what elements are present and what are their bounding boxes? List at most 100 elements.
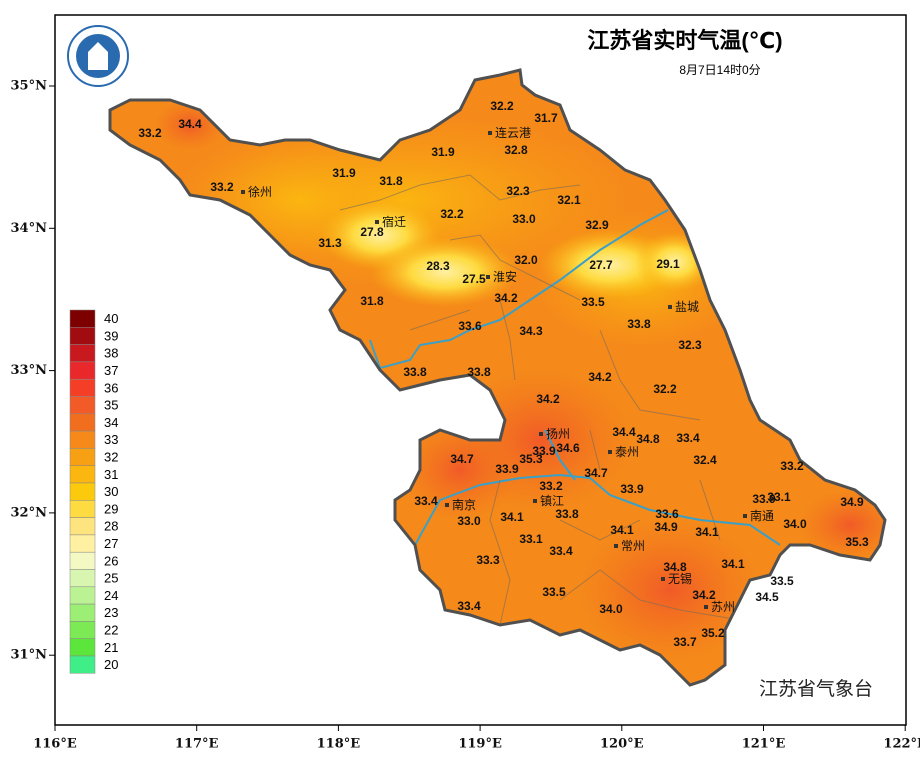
temperature-label: 32.0 — [514, 253, 538, 267]
temperature-label: 34.4 — [612, 425, 636, 439]
x-tick-label: 119°E — [458, 737, 502, 752]
legend-label: 23 — [104, 605, 118, 620]
temperature-label: 27.8 — [360, 225, 384, 239]
x-tick-label: 118°E — [317, 737, 361, 752]
temperature-label: 33.6 — [655, 507, 679, 521]
temperature-label: 31.7 — [534, 111, 558, 125]
temperature-label: 33.9 — [532, 444, 556, 458]
city-name: 淮安 — [493, 269, 517, 284]
temperature-label: 34.9 — [654, 520, 678, 534]
legend-label: 24 — [104, 588, 118, 603]
legend-swatch — [69, 396, 96, 415]
temperature-label: 31.9 — [332, 166, 356, 180]
city-name: 无锡 — [668, 571, 692, 586]
temperature-label: 33.5 — [770, 574, 794, 588]
x-tick-label: 122°E — [883, 737, 920, 752]
temperature-label: 32.9 — [585, 218, 609, 232]
legend-swatch — [69, 655, 96, 674]
legend-label: 36 — [104, 380, 118, 395]
legend-label: 37 — [104, 363, 118, 378]
temperature-label: 33.7 — [673, 635, 697, 649]
legend-swatch — [69, 413, 96, 432]
temperature-label: 31.8 — [379, 174, 403, 188]
city-marker — [668, 305, 672, 309]
legend-swatch — [69, 621, 96, 639]
city-marker — [486, 275, 490, 279]
temperature-label: 33.0 — [512, 212, 536, 226]
temperature-label: 31.3 — [318, 236, 342, 250]
city-marker — [375, 220, 379, 224]
temperature-label: 32.2 — [440, 207, 464, 221]
legend-swatch — [69, 482, 96, 501]
city-name: 徐州 — [248, 184, 272, 199]
temperature-label: 33.0 — [457, 514, 481, 528]
temperature-label: 33.4 — [676, 431, 700, 445]
city-name: 苏州 — [711, 600, 735, 614]
legend-label: 22 — [104, 622, 118, 637]
legend-label: 28 — [104, 519, 118, 534]
legend-swatch — [69, 603, 96, 622]
temperature-label: 32.3 — [506, 184, 530, 198]
credit: 江苏省气象台 — [759, 678, 873, 700]
legend-swatch — [69, 448, 96, 466]
temperature-label: 34.2 — [494, 291, 518, 305]
temperature-label: 33.8 — [555, 507, 579, 521]
logo — [67, 25, 129, 87]
y-tick-label: 34°N — [11, 221, 48, 236]
temperature-label: 34.7 — [450, 452, 474, 466]
temperature-label: 33.5 — [542, 585, 566, 599]
temperature-label: 34.1 — [695, 525, 719, 539]
legend-label: 29 — [104, 501, 118, 516]
temperature-label: 29.1 — [656, 257, 680, 271]
city-marker — [743, 514, 747, 518]
temperature-label: 31.9 — [431, 145, 455, 159]
city-name: 连云港 — [495, 125, 531, 140]
map-subtitle: 8月7日14时0分 — [679, 63, 760, 77]
legend-label: 21 — [104, 640, 118, 655]
temperature-label: 34.0 — [599, 602, 623, 616]
legend-label: 30 — [104, 484, 118, 499]
legend-label: 35 — [104, 398, 118, 413]
city-marker — [704, 605, 708, 609]
city-marker — [539, 432, 543, 436]
legend-swatch — [69, 361, 96, 380]
temperature-label: 34.1 — [610, 523, 634, 537]
temperature-label: 34.6 — [556, 441, 580, 455]
city-marker — [445, 503, 449, 507]
temperature-label: 34.9 — [840, 495, 864, 509]
temperature-label: 35.2 — [701, 626, 725, 640]
temperature-label: 27.5 — [462, 272, 486, 286]
legend-label: 38 — [104, 346, 118, 361]
temperature-label: 32.2 — [490, 99, 514, 113]
x-tick-label: 117°E — [175, 737, 219, 752]
legend-label: 27 — [104, 536, 118, 551]
temperature-label: 34.4 — [178, 117, 202, 131]
legend-label: 33 — [104, 432, 118, 447]
temperature-label: 32.3 — [678, 338, 702, 352]
city-marker — [608, 450, 612, 454]
temperature-label: 28.3 — [426, 259, 450, 273]
city-name: 镇江 — [540, 494, 564, 508]
temperature-label: 31.8 — [360, 294, 384, 308]
temperature-label: 33.2 — [780, 459, 804, 473]
legend-label: 26 — [104, 553, 118, 568]
temperature-label: 33.8 — [627, 317, 651, 331]
temperature-label: 33.6 — [458, 319, 482, 333]
temperature-label: 34.1 — [500, 510, 524, 524]
legend-swatch — [69, 344, 96, 363]
temperature-label: 33.2 — [138, 126, 162, 140]
legend-label: 39 — [104, 328, 118, 343]
temperature-label: 27.7 — [589, 258, 613, 272]
city-name: 泰州 — [615, 445, 639, 459]
temperature-label: 33.4 — [549, 544, 573, 558]
x-tick-label: 120°E — [600, 737, 644, 752]
temperature-label: 34.7 — [584, 466, 608, 480]
temperature-label: 33.5 — [581, 295, 605, 309]
temperature-label: 32.8 — [504, 143, 528, 157]
legend-swatch — [69, 551, 96, 570]
city-name: 南京 — [452, 497, 476, 512]
temperature-label: 33.4 — [414, 494, 438, 508]
temperature-label: 34.8 — [663, 560, 687, 574]
temperature-label: 33.4 — [457, 599, 481, 613]
